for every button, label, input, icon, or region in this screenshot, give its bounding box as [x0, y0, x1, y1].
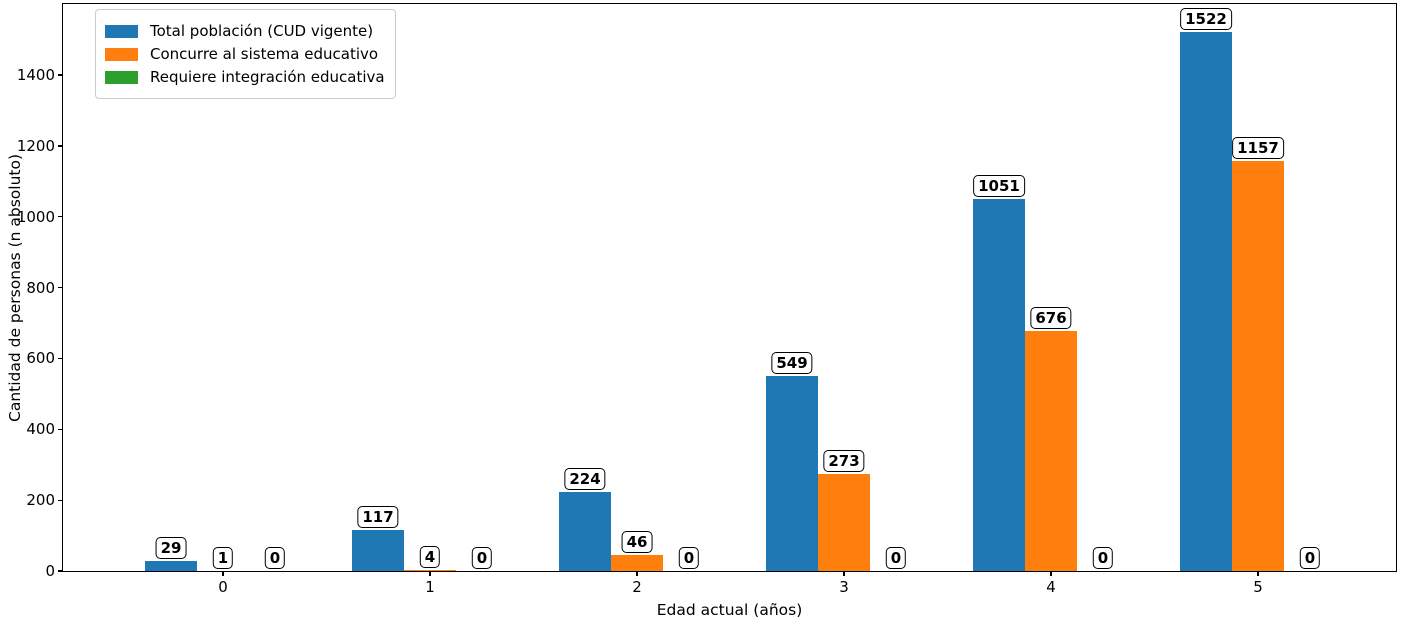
- bar-value-label: 0: [471, 547, 493, 569]
- y-tick-label: 1200: [16, 136, 55, 155]
- y-tick-mark: [58, 570, 63, 572]
- bar-series0-cat4: [973, 198, 1025, 571]
- bar-value-label: 0: [678, 547, 700, 569]
- legend-swatch: [105, 24, 138, 38]
- bar-value-label: 1522: [1180, 7, 1232, 30]
- bar-value-label: 1157: [1232, 137, 1284, 160]
- y-tick-label: 400: [26, 420, 55, 439]
- y-tick-label: 0: [45, 562, 55, 580]
- y-tick-mark: [58, 357, 63, 360]
- bar-series0-cat0: [145, 560, 197, 571]
- bar-series1-cat2: [611, 554, 663, 571]
- y-tick-mark: [58, 428, 63, 430]
- legend-label: Requiere integración educativa: [150, 68, 385, 86]
- bar-value-label: 549: [771, 352, 813, 375]
- x-axis-label: Edad actual (años): [656, 601, 803, 619]
- bar-value-label: 676: [1030, 307, 1072, 330]
- y-tick-mark: [58, 216, 63, 218]
- bar-value-label: 0: [1299, 547, 1321, 569]
- x-tick-label: 4: [1046, 578, 1056, 596]
- bar-value-label: 1051: [973, 174, 1025, 197]
- legend-label: Total población (CUD vigente): [150, 22, 374, 40]
- bar-value-label: 273: [823, 450, 865, 473]
- bar-value-label: 46: [621, 530, 653, 553]
- x-tick-mark: [429, 571, 431, 576]
- bar-value-label: 0: [885, 547, 907, 569]
- bar-value-label: 4: [419, 545, 441, 568]
- x-tick-label: 2: [632, 578, 642, 596]
- bar-series0-cat2: [559, 491, 611, 571]
- x-tick-mark: [843, 571, 845, 576]
- bar-series1-cat1: [404, 569, 456, 571]
- x-tick-mark: [222, 571, 224, 576]
- bar-value-label: 0: [264, 547, 286, 569]
- bar-series1-cat4: [1025, 331, 1077, 571]
- chart-legend: Total población (CUD vigente) Concurre al…: [95, 9, 396, 99]
- legend-item: Total población (CUD vigente): [105, 22, 385, 40]
- bar-series0-cat3: [766, 376, 818, 571]
- bar-series1-cat3: [818, 474, 870, 571]
- legend-item: Concurre al sistema educativo: [105, 45, 385, 63]
- legend-swatch: [105, 47, 138, 61]
- y-tick-mark: [58, 286, 63, 289]
- y-tick-label: 600: [26, 349, 55, 368]
- x-tick-label: 1: [425, 578, 435, 596]
- bar-value-label: 224: [564, 467, 606, 490]
- legend-label: Concurre al sistema educativo: [150, 45, 379, 63]
- bar-series0-cat1: [352, 529, 404, 571]
- y-tick-label: 1400: [16, 65, 55, 84]
- y-tick-mark: [58, 499, 63, 501]
- y-tick-mark: [58, 74, 63, 76]
- bar-value-label: 1: [212, 546, 234, 569]
- x-tick-label: 0: [218, 578, 228, 596]
- bar-series1-cat5: [1232, 161, 1284, 571]
- x-tick-mark: [636, 571, 638, 576]
- x-tick-label: 3: [839, 578, 849, 596]
- x-tick-label: 5: [1253, 578, 1263, 596]
- legend-swatch: [105, 70, 138, 84]
- bar-value-label: 117: [357, 505, 399, 528]
- y-tick-label: 800: [26, 278, 55, 297]
- legend-item: Requiere integración educativa: [105, 68, 385, 86]
- bar-value-label: 0: [1092, 547, 1114, 569]
- y-tick-label: 200: [26, 491, 55, 510]
- bar-value-label: 29: [155, 536, 187, 559]
- bar-series0-cat5: [1180, 31, 1232, 571]
- x-tick-mark: [1050, 571, 1052, 576]
- x-tick-mark: [1257, 571, 1259, 576]
- y-tick-label: 1000: [16, 207, 55, 226]
- y-tick-mark: [58, 145, 63, 147]
